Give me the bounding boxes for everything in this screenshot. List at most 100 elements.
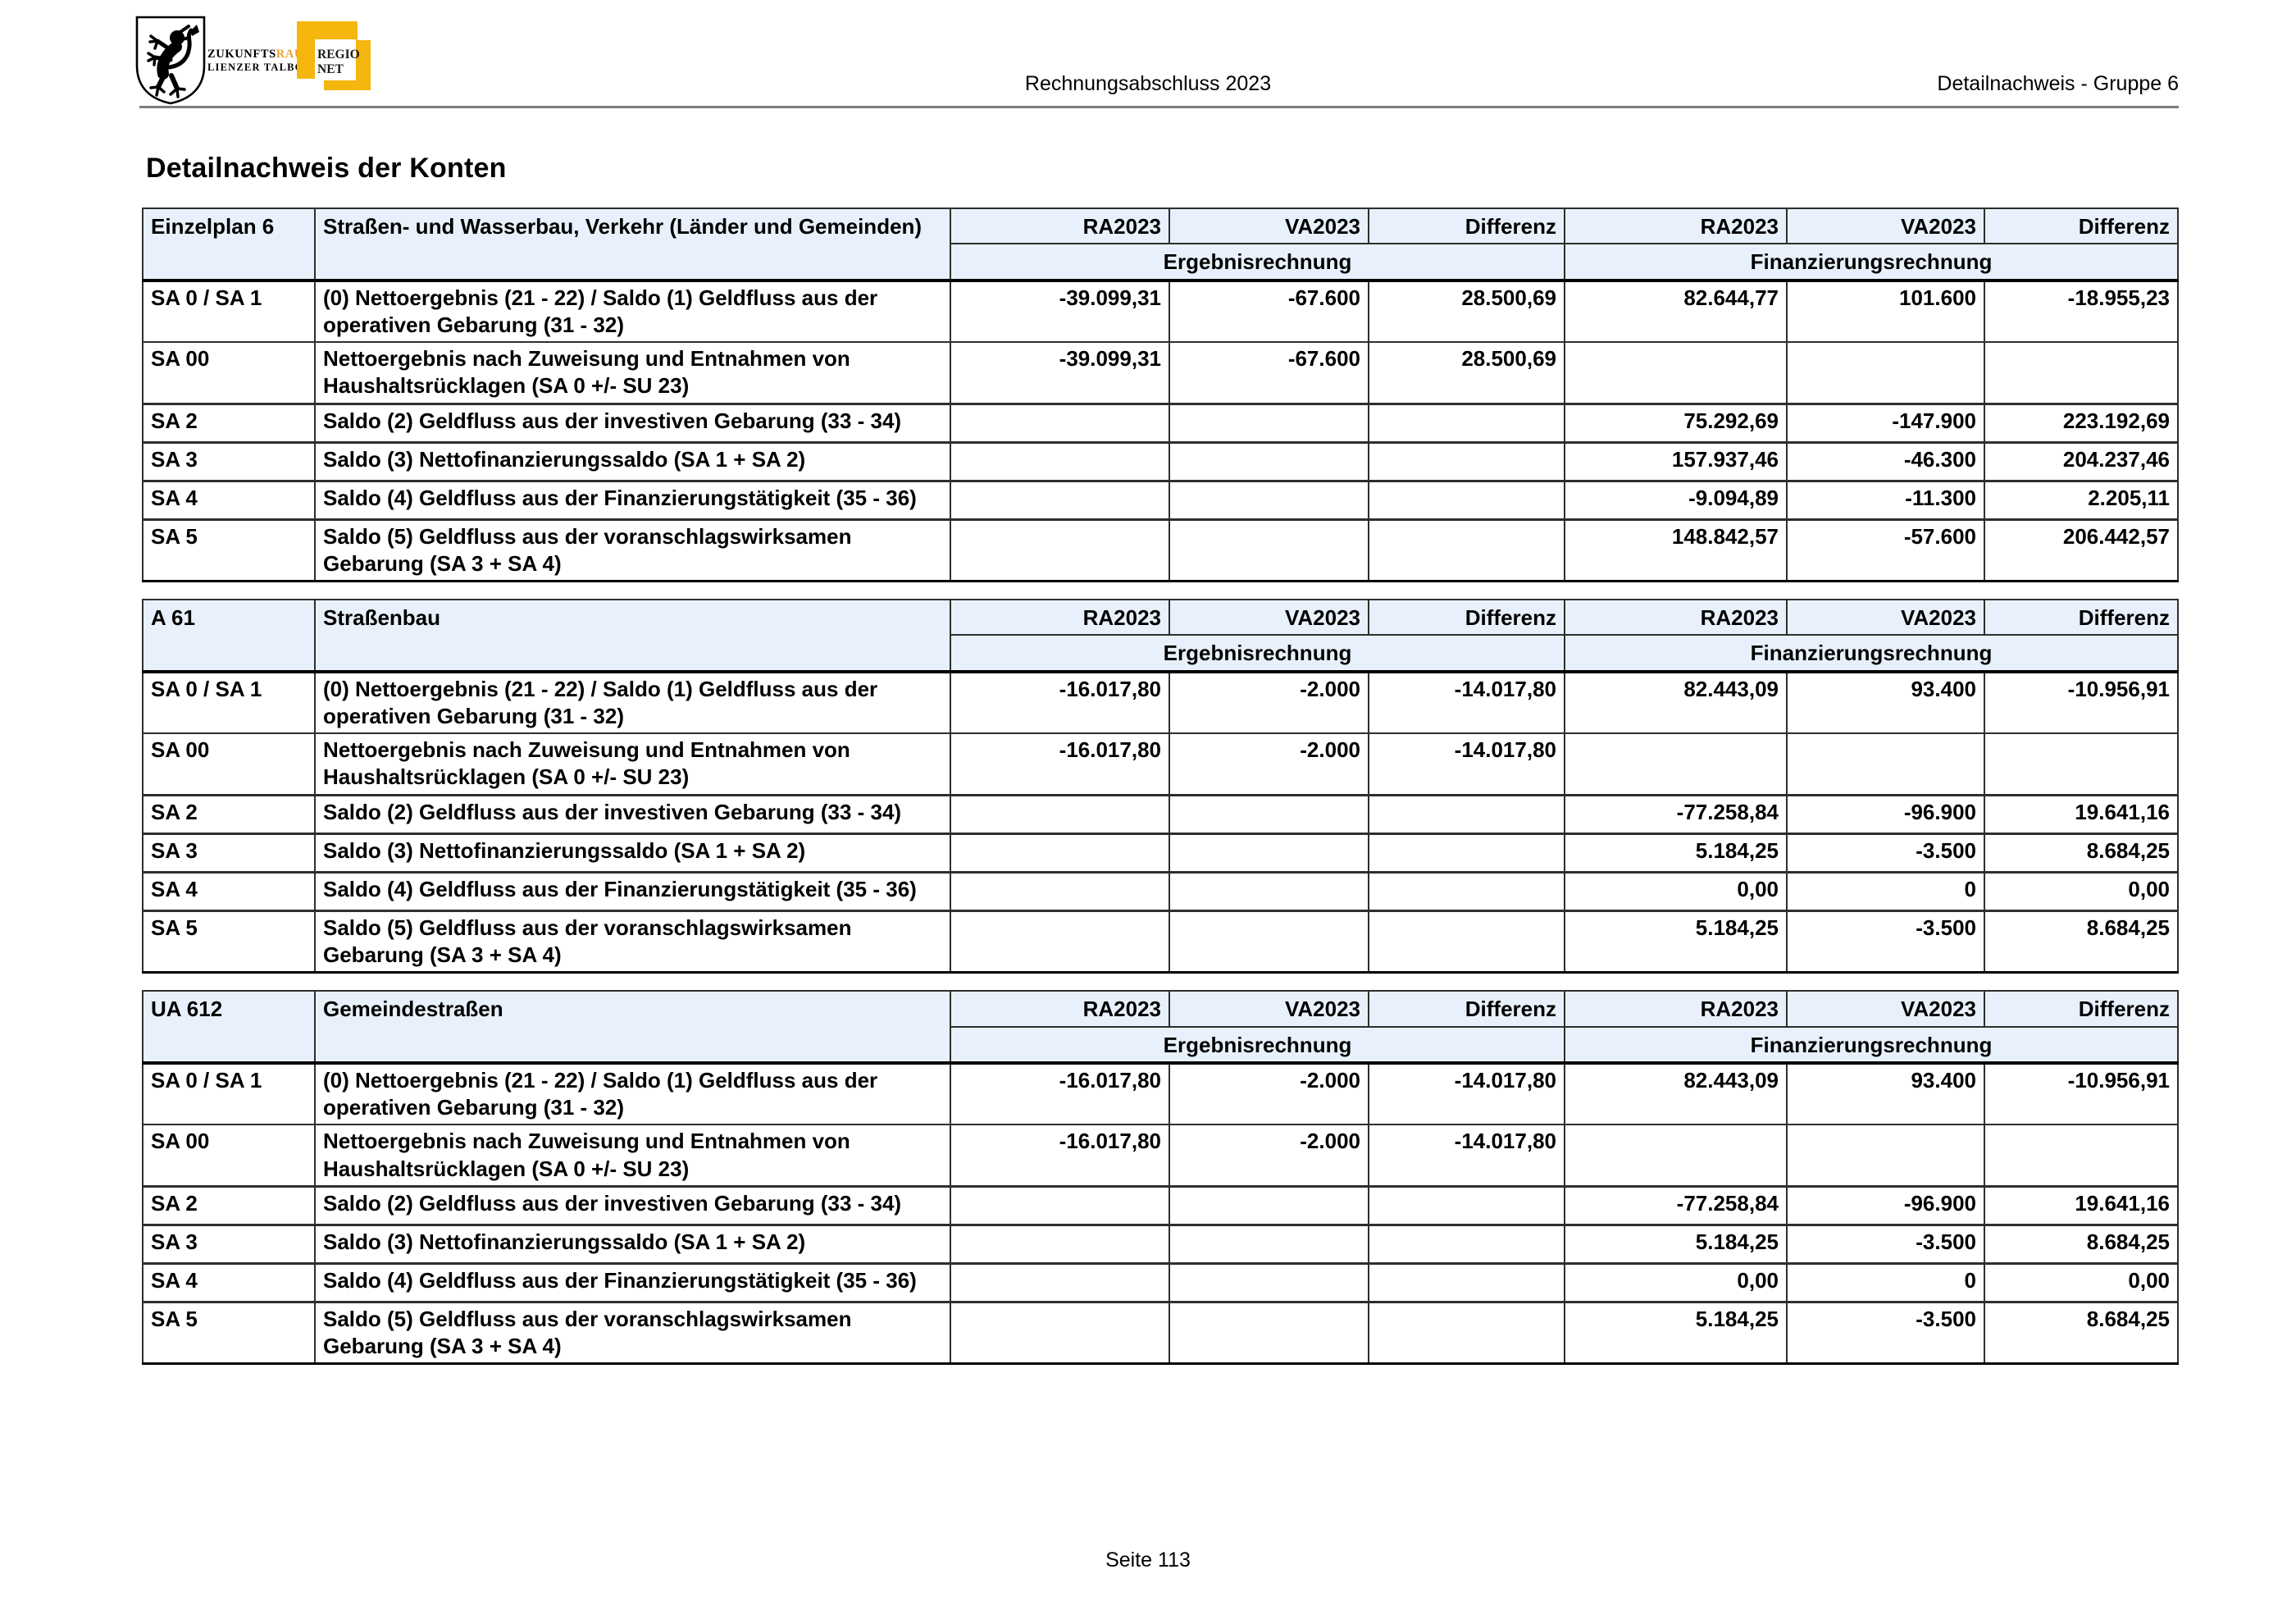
row-value: -46.300 bbox=[1786, 440, 1985, 482]
row-value bbox=[1368, 1184, 1565, 1226]
row-value bbox=[950, 870, 1170, 912]
row-value bbox=[1564, 732, 1788, 796]
row-code: SA 00 bbox=[142, 732, 316, 796]
row-value bbox=[1564, 1124, 1788, 1188]
regionet-logo-text1: REGIO bbox=[317, 48, 360, 62]
table-row: SA 0 / SA 1 (0) Nettoergebnis (21 - 22) … bbox=[142, 670, 2179, 735]
row-value: -11.300 bbox=[1786, 479, 1985, 521]
row-value bbox=[1368, 402, 1565, 444]
row-value bbox=[1368, 1223, 1565, 1265]
row-code: SA 0 / SA 1 bbox=[142, 279, 316, 344]
row-value: -9.094,89 bbox=[1564, 479, 1788, 521]
row-value: -2.000 bbox=[1168, 1124, 1369, 1188]
row-label: Nettoergebnis nach Zuweisung und Entnahm… bbox=[314, 1124, 951, 1188]
table-row: SA 3 Saldo (3) Nettofinanzierungssaldo (… bbox=[142, 440, 2179, 482]
row-value bbox=[1368, 793, 1565, 835]
row-value: 8.684,25 bbox=[1984, 1300, 2179, 1366]
row-value: 206.442,57 bbox=[1984, 518, 2179, 583]
row-code: SA 3 bbox=[142, 1223, 316, 1265]
row-value bbox=[1168, 793, 1369, 835]
row-label: Saldo (5) Geldfluss aus der voranschlags… bbox=[314, 909, 951, 974]
table-row: SA 2 Saldo (2) Geldfluss aus der investi… bbox=[142, 793, 2179, 835]
row-value bbox=[1168, 1184, 1369, 1226]
regionet-logo-text2: NET bbox=[317, 62, 344, 76]
row-value bbox=[950, 479, 1170, 521]
row-value: -77.258,84 bbox=[1564, 793, 1788, 835]
row-value bbox=[1168, 1261, 1369, 1303]
row-value: 5.184,25 bbox=[1564, 909, 1788, 974]
group-header-finanzierungsrechnung: Finanzierungsrechnung bbox=[1564, 243, 2179, 282]
row-value: -147.900 bbox=[1786, 402, 1985, 444]
row-value bbox=[1368, 1261, 1565, 1303]
row-value: -10.956,91 bbox=[1984, 1061, 2179, 1126]
row-value bbox=[1368, 479, 1565, 521]
row-value: 75.292,69 bbox=[1564, 402, 1788, 444]
row-value bbox=[1368, 1300, 1565, 1366]
group-header-ergebnisrechnung: Ergebnisrechnung bbox=[950, 243, 1565, 282]
row-code: SA 3 bbox=[142, 440, 316, 482]
row-value: 82.644,77 bbox=[1564, 279, 1788, 344]
row-value bbox=[950, 518, 1170, 583]
row-label: Saldo (4) Geldfluss aus der Finanzierung… bbox=[314, 1261, 951, 1303]
row-value: 5.184,25 bbox=[1564, 1223, 1788, 1265]
row-value: 2.205,11 bbox=[1984, 479, 2179, 521]
account-table: UA 612 Gemeindestraßen RA2023 VA2023 Dif… bbox=[142, 990, 2179, 1366]
row-value: -14.017,80 bbox=[1368, 732, 1565, 796]
table-row: SA 0 / SA 1 (0) Nettoergebnis (21 - 22) … bbox=[142, 279, 2179, 344]
row-value bbox=[950, 1223, 1170, 1265]
group-header-ergebnisrechnung: Ergebnisrechnung bbox=[950, 634, 1565, 673]
row-value: -2.000 bbox=[1168, 670, 1369, 735]
column-header: RA2023 bbox=[1564, 207, 1788, 245]
table-row: SA 3 Saldo (3) Nettofinanzierungssaldo (… bbox=[142, 832, 2179, 874]
table-row: SA 00 Nettoergebnis nach Zuweisung und E… bbox=[142, 732, 2179, 796]
row-value: 204.237,46 bbox=[1984, 440, 2179, 482]
row-value bbox=[950, 440, 1170, 482]
row-value bbox=[1786, 732, 1985, 796]
row-value: -77.258,84 bbox=[1564, 1184, 1788, 1226]
row-label: (0) Nettoergebnis (21 - 22) / Saldo (1) … bbox=[314, 279, 951, 344]
row-value: 157.937,46 bbox=[1564, 440, 1788, 482]
row-value: -16.017,80 bbox=[950, 1061, 1170, 1126]
row-value: 0,00 bbox=[1564, 1261, 1788, 1303]
row-value: 82.443,09 bbox=[1564, 670, 1788, 735]
row-value bbox=[950, 402, 1170, 444]
header-document-title: Rechnungsabschluss 2023 bbox=[1024, 72, 1272, 95]
row-code: SA 00 bbox=[142, 1124, 316, 1188]
table-row: SA 2 Saldo (2) Geldfluss aus der investi… bbox=[142, 402, 2179, 444]
row-code: SA 2 bbox=[142, 793, 316, 835]
row-value: -16.017,80 bbox=[950, 1124, 1170, 1188]
row-value: -3.500 bbox=[1786, 1223, 1985, 1265]
row-code: SA 0 / SA 1 bbox=[142, 670, 316, 735]
row-value bbox=[950, 1300, 1170, 1366]
group-header-finanzierungsrechnung: Finanzierungsrechnung bbox=[1564, 1025, 2179, 1065]
account-table: A 61 Straßenbau RA2023 VA2023 Differenz … bbox=[142, 599, 2179, 974]
row-code: SA 4 bbox=[142, 1261, 316, 1303]
row-code: SA 5 bbox=[142, 1300, 316, 1366]
row-value bbox=[1168, 909, 1369, 974]
row-value bbox=[1168, 1300, 1369, 1366]
column-header: Differenz bbox=[1984, 990, 2179, 1028]
page-title: Detailnachweis der Konten bbox=[146, 153, 507, 184]
table-title: Gemeindestraßen bbox=[314, 990, 951, 1065]
row-value bbox=[1984, 732, 2179, 796]
column-header: VA2023 bbox=[1168, 207, 1369, 245]
row-code: SA 4 bbox=[142, 870, 316, 912]
row-value: -16.017,80 bbox=[950, 670, 1170, 735]
row-value bbox=[1368, 518, 1565, 583]
column-header: VA2023 bbox=[1786, 990, 1985, 1028]
row-value: -96.900 bbox=[1786, 793, 1985, 835]
row-value: -2.000 bbox=[1168, 732, 1369, 796]
group-header-finanzierungsrechnung: Finanzierungsrechnung bbox=[1564, 634, 2179, 673]
column-header: Differenz bbox=[1368, 599, 1565, 636]
row-value: 93.400 bbox=[1786, 670, 1985, 735]
table-row: SA 4 Saldo (4) Geldfluss aus der Finanzi… bbox=[142, 870, 2179, 912]
row-value: 19.641,16 bbox=[1984, 793, 2179, 835]
column-header: Differenz bbox=[1368, 207, 1565, 245]
row-value bbox=[1168, 402, 1369, 444]
row-value bbox=[1368, 832, 1565, 874]
content-area: Detailnachweis der Konten Einzelplan 6 S… bbox=[142, 153, 2179, 1381]
row-value: -18.955,23 bbox=[1984, 279, 2179, 344]
row-label: Saldo (3) Nettofinanzierungssaldo (SA 1 … bbox=[314, 832, 951, 874]
row-code: SA 3 bbox=[142, 832, 316, 874]
